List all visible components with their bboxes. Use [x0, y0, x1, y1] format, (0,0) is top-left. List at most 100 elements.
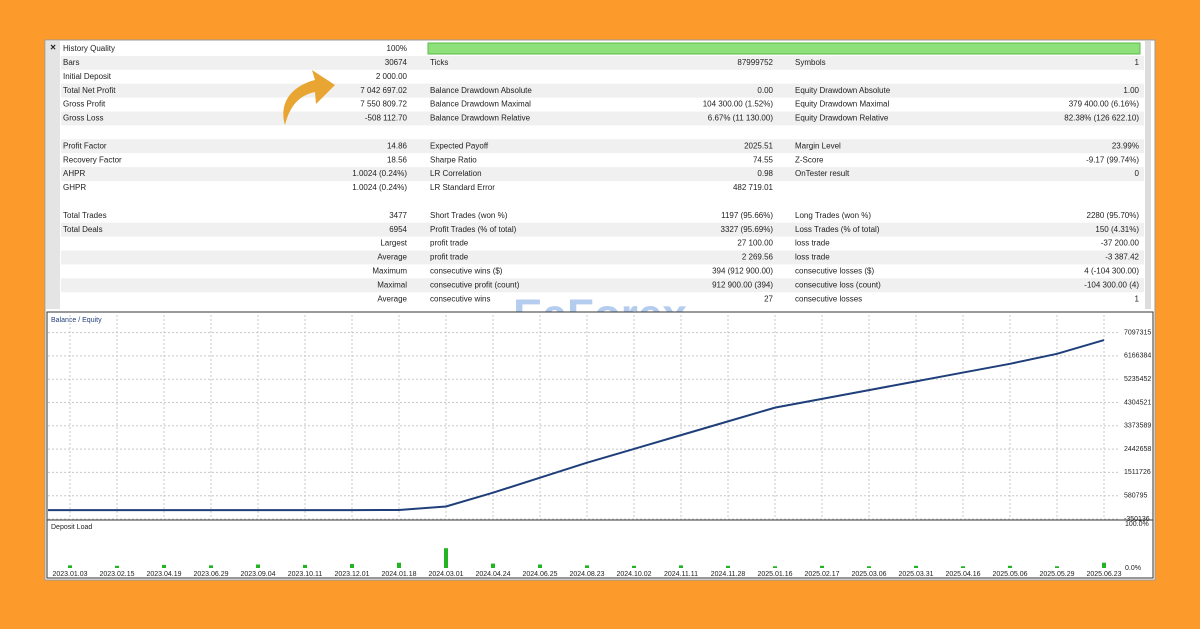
- x-tick-label: 2024.04.24: [475, 571, 510, 578]
- report-value: 394 (912 900.00): [712, 267, 773, 276]
- report-label: AHPR: [63, 169, 85, 178]
- report-value: 1: [1135, 58, 1140, 67]
- quality-bar: [427, 42, 1141, 55]
- x-tick-label: 2025.02.17: [804, 571, 839, 578]
- deposit-bar: [538, 564, 542, 568]
- report-value: 1.0024 (0.24%): [352, 183, 407, 192]
- report-value: 6954: [389, 225, 407, 234]
- deposit-bar: [867, 566, 871, 568]
- x-tick-label: 2023.04.19: [146, 571, 181, 578]
- x-tick-label: 2025.04.16: [945, 571, 980, 578]
- y-tick-label: -350136: [1124, 516, 1150, 523]
- report-label: Recovery Factor: [63, 155, 122, 164]
- report-label: Total Deals: [63, 225, 103, 234]
- row-shade: [61, 167, 1144, 181]
- report-value: -9.17 (99.74%): [1086, 155, 1139, 164]
- report-label: Margin Level: [795, 141, 841, 150]
- report-value: 379 400.00 (6.16%): [1069, 100, 1140, 109]
- report-label: Balance Drawdown Maximal: [430, 100, 531, 109]
- report-value: 7 042 697.02: [360, 86, 407, 95]
- report-value: 74.55: [753, 155, 774, 164]
- deposit-bar: [1008, 565, 1012, 568]
- report-label: Average: [377, 294, 407, 303]
- deposit-bar: [491, 563, 495, 568]
- x-tick-label: 2023.09.04: [240, 571, 275, 578]
- deposit-tick-label: 100.0%: [1125, 521, 1149, 528]
- report-label: consecutive loss (count): [795, 280, 881, 289]
- deposit-bar: [397, 562, 401, 568]
- report-label: Bars: [63, 58, 79, 67]
- report-value: 4 (-104 300.00): [1084, 267, 1139, 276]
- scrollbar[interactable]: [1145, 41, 1151, 309]
- report-label: LR Correlation: [430, 169, 482, 178]
- y-tick-label: 6166384: [1124, 353, 1151, 360]
- report-value: -3 387.42: [1105, 253, 1139, 262]
- report-label: Z-Score: [795, 155, 824, 164]
- report-value: 2 269.56: [742, 253, 774, 262]
- report-label: Gross Profit: [63, 100, 106, 109]
- deposit-bar: [444, 548, 448, 568]
- report-value: 482 719.01: [733, 183, 774, 192]
- balance-line: [48, 339, 1105, 512]
- deposit-bar: [162, 564, 166, 568]
- x-tick-label: 2025.03.06: [851, 571, 886, 578]
- x-tick-label: 2023.06.29: [193, 571, 228, 578]
- report-value: 1.00: [1123, 86, 1139, 95]
- report-value: 2280 (95.70%): [1087, 211, 1140, 220]
- report-label: History Quality: [63, 44, 115, 53]
- report-label: Initial Deposit: [63, 72, 112, 81]
- deposit-title: Deposit Load: [51, 524, 92, 531]
- report-label: consecutive profit (count): [430, 280, 520, 289]
- report-value: 3477: [389, 211, 407, 220]
- x-tick-label: 2023.10.11: [288, 571, 323, 578]
- row-shade: [61, 83, 1144, 98]
- report-value: 27 100.00: [737, 239, 773, 248]
- deposit-bar: [961, 566, 965, 568]
- report-label: profit trade: [430, 253, 469, 262]
- report-label: Profit Trades (% of total): [430, 225, 517, 234]
- report-label: Equity Drawdown Relative: [795, 114, 889, 123]
- report-label: Sharpe Ratio: [430, 155, 477, 164]
- report-label: Equity Drawdown Absolute: [795, 86, 891, 95]
- side-strip: [46, 41, 60, 309]
- y-tick-label: 3373589: [1124, 423, 1151, 430]
- report-value: 0: [1135, 169, 1140, 178]
- report-value: 30674: [385, 58, 408, 67]
- x-tick-label: 2024.03.01: [428, 571, 463, 578]
- balance-chart: 7097315 6166384 5235452 4304521 3373589 24426…: [48, 315, 1151, 578]
- report-label: consecutive losses ($): [795, 267, 874, 276]
- x-tick-label: 2024.01.18: [381, 571, 416, 578]
- report-value: -37 200.00: [1101, 239, 1140, 248]
- report-label: Total Trades: [63, 211, 107, 220]
- row-shade: [61, 111, 1144, 126]
- report-label: Ticks: [430, 58, 448, 67]
- x-tick-label: 2025.05.06: [992, 571, 1027, 578]
- deposit-tick-label: 0.0%: [1125, 565, 1141, 572]
- report-label: GHPR: [63, 183, 86, 192]
- close-icon[interactable]: ×: [50, 43, 56, 54]
- report-value: -508 112.70: [365, 114, 408, 123]
- report-label: Largest: [380, 239, 407, 248]
- report-label: Gross Loss: [63, 114, 103, 123]
- y-tick-label: 1511726: [1124, 469, 1151, 476]
- report-label: Equity Drawdown Maximal: [795, 100, 889, 109]
- report-value: 100%: [387, 44, 407, 53]
- deposit-bar: [209, 565, 213, 568]
- deposit-bar: [256, 564, 260, 568]
- report-table: History Quality 100% Bars 30674 Ticks 8799975…: [61, 42, 1144, 303]
- deposit-bar: [68, 565, 72, 568]
- report-label: consecutive losses: [795, 294, 862, 303]
- report-label: Total Net Profit: [63, 86, 116, 95]
- row-shade: [61, 250, 1144, 265]
- deposit-bar: [303, 564, 307, 568]
- deposit-bar: [585, 565, 589, 568]
- report-label: consecutive wins ($): [430, 267, 503, 276]
- row-shade: [61, 278, 1144, 293]
- deposit-bar: [632, 565, 636, 568]
- report-value: 1: [1135, 294, 1140, 303]
- report-value: 150 (4.31%): [1095, 225, 1139, 234]
- x-tick-label: 2025.01.16: [757, 571, 792, 578]
- y-tick-label: 580795: [1124, 493, 1147, 500]
